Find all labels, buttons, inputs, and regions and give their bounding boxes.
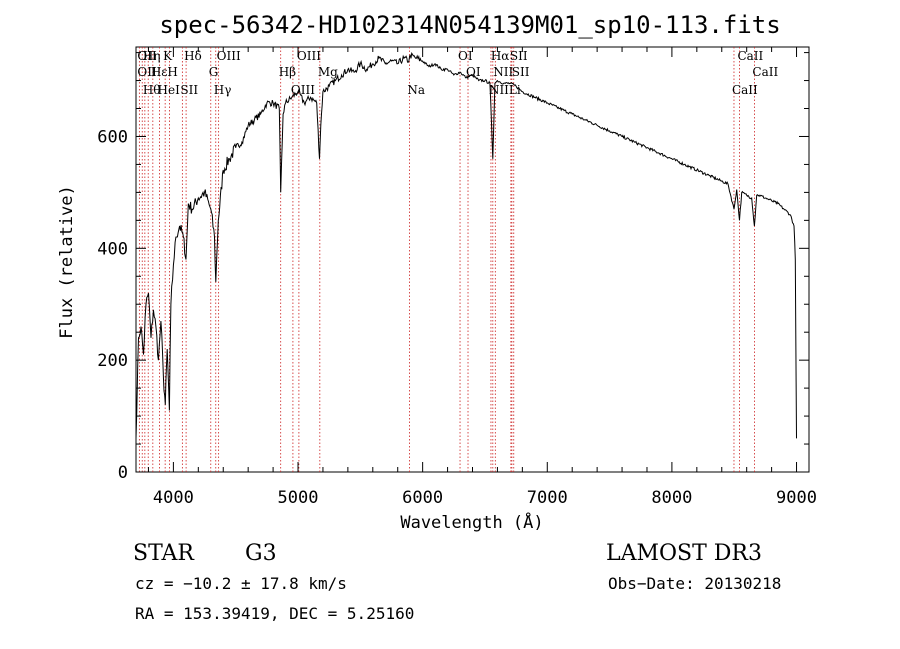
spectral-line-label: NII xyxy=(493,65,513,79)
x-tick-label: 8000 xyxy=(651,488,692,508)
x-axis-label: Wavelength (Å) xyxy=(400,511,543,533)
spectral-line-label: H xyxy=(167,65,177,79)
coordinates-text: RA = 153.39419, DEC = 5.25160 xyxy=(135,604,414,623)
plot-border xyxy=(135,46,810,473)
spectral-line-label: Hγ xyxy=(214,83,232,97)
spectral-line-label: CaII xyxy=(752,65,778,79)
survey-label: LAMOST DR3 xyxy=(606,541,762,566)
spectral-line-label: Hδ xyxy=(184,49,202,63)
spectral-line-labels: OIIOIIHθHηHεHeIKHSIIHδGHγOIIIHβOIIIOIIIM… xyxy=(137,49,778,97)
spectral-line-label: K xyxy=(163,49,173,63)
spectral-line-label: Hθ xyxy=(143,83,161,97)
object-subclass: G3 xyxy=(245,541,277,566)
spectral-line-label: NII xyxy=(489,83,509,97)
spectral-line-label: Mg xyxy=(318,65,338,79)
spectral-line-label: SII xyxy=(180,83,198,97)
spectral-line-label: OII xyxy=(137,65,157,79)
y-tick-label: 600 xyxy=(97,127,128,147)
x-tick-label: 9000 xyxy=(776,488,817,508)
spectral-line-label: Li xyxy=(509,83,521,97)
x-axis-ticks: 4000 5000 6000 7000 8000 9000 xyxy=(147,47,817,508)
x-tick-label: 7000 xyxy=(527,488,568,508)
x-tick-label: 4000 xyxy=(153,488,194,508)
spectral-line-label: OII xyxy=(137,49,157,63)
spectral-line-label: Hη xyxy=(143,49,161,63)
x-tick-label: 6000 xyxy=(402,488,443,508)
spectral-line-label: G xyxy=(209,65,219,79)
spectral-line-label: SII xyxy=(510,49,528,63)
y-axis-ticks: 0 200 400 600 xyxy=(97,52,809,483)
spectral-line-label: Hα xyxy=(491,49,510,63)
observation-date: Obs−Date: 20130218 xyxy=(608,574,781,593)
spectral-line-markers xyxy=(138,47,755,472)
chart-title: spec-56342-HD102314N054139M01_sp10-113.f… xyxy=(159,11,780,39)
spectral-line-label: OIII xyxy=(217,49,241,63)
redshift-text: cz = −10.2 ± 17.8 km/s xyxy=(135,574,347,593)
spectral-line-label: SII xyxy=(512,65,530,79)
y-tick-label: 0 xyxy=(118,463,128,483)
spectral-line-label: Na xyxy=(407,83,425,97)
spectral-line-label: Hε xyxy=(151,65,168,79)
spectral-line-label: OIII xyxy=(297,49,321,63)
spectral-line-label: CaII xyxy=(732,83,758,97)
y-tick-label: 400 xyxy=(97,239,128,259)
spectral-line-label: OI xyxy=(458,49,473,63)
plot-area xyxy=(135,46,810,473)
spectrum-series-line xyxy=(135,52,797,439)
spectral-line-label: Hβ xyxy=(279,65,296,79)
object-class: STAR xyxy=(133,541,195,566)
spectral-line-label: HeI xyxy=(158,83,181,97)
y-axis-label: Flux (relative) xyxy=(57,185,77,339)
x-tick-label: 5000 xyxy=(278,488,319,508)
y-tick-label: 200 xyxy=(97,351,128,371)
spectral-line-label: CaII xyxy=(737,49,763,63)
